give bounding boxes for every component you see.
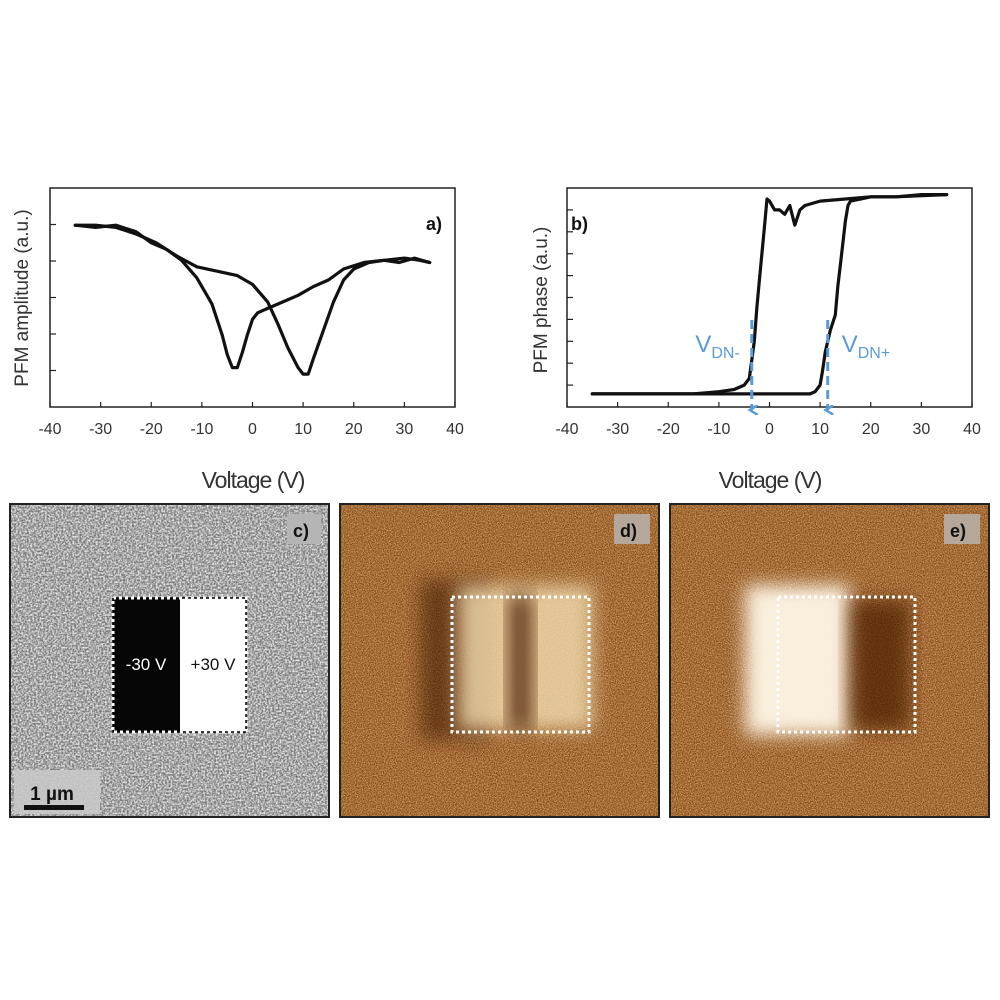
image-c-box-left-region	[113, 598, 180, 732]
x-tick-label: 0	[248, 421, 257, 438]
image-c-topography: c) -30 V +30 V 1 µm	[9, 503, 330, 818]
x-tick-label: 40	[446, 421, 464, 438]
chart-a-series	[73, 223, 432, 376]
chart-b-annotations: VDN- VDN+	[695, 320, 890, 410]
x-tick-label: -10	[190, 421, 213, 438]
chart-a-xlabel: Voltage (V)	[202, 467, 305, 493]
image-d-dark-stripe	[508, 595, 533, 730]
annotation-main: V	[842, 331, 858, 358]
annotation-main: V	[695, 331, 711, 358]
x-tick-label: -40	[555, 421, 578, 438]
x-tick-label: -30	[606, 421, 629, 438]
x-tick-label: 20	[862, 421, 880, 438]
annotation-label: VDN+	[842, 331, 890, 362]
chart-b-frame	[566, 187, 973, 408]
chart-a-panel-label: a)	[426, 214, 442, 234]
image-d-pfm-phase: d)	[339, 503, 660, 818]
series-line-forward-sweep	[590, 193, 949, 396]
x-tick-label: -40	[38, 421, 61, 438]
x-tick-label: 20	[345, 421, 363, 438]
image-e-label-bg	[944, 514, 980, 544]
image-e-panel-label: e)	[950, 521, 966, 541]
series-line-reverse-sweep	[590, 193, 949, 396]
image-d-panel-label: d)	[620, 521, 637, 541]
series-line-reverse-sweep	[73, 223, 432, 376]
image-c-scale-bar-label: 1 µm	[30, 784, 74, 805]
image-e-pfm-phase: e)	[669, 503, 990, 818]
chart-a-amplitude: -40 -30 -20 -10 0 10 20 30 40 a) Voltage (V) PFM…	[12, 187, 464, 493]
x-tick-label: 10	[811, 421, 829, 438]
chart-b-xlabel: Voltage (V)	[719, 467, 822, 493]
image-c-label-bg	[287, 514, 321, 544]
x-tick-label: -20	[657, 421, 680, 438]
series-line-forward-sweep	[73, 223, 432, 370]
x-tick-label: 40	[963, 421, 981, 438]
image-c-box-left-label: -30 V	[126, 655, 167, 674]
image-c-box-right-label: +30 V	[191, 655, 237, 674]
x-tick-label: -20	[140, 421, 163, 438]
chart-a-ticks: -40 -30 -20 -10 0 10 20 30 40	[38, 223, 464, 438]
annotation-sub: DN-	[711, 345, 739, 362]
chart-b-phase: -40 -30 -20 -10 0 10 20 30 40 VDN- VDN+ b) Voltag…	[531, 187, 981, 493]
image-c-dotted-box	[111, 596, 248, 734]
chart-b-ylabel: PFM phase (a.u.)	[531, 227, 552, 374]
image-c-scale-bar	[24, 805, 84, 810]
image-c-box-right-region	[180, 598, 246, 732]
image-d-dotted-box	[450, 595, 591, 734]
x-tick-label: 30	[395, 421, 413, 438]
chart-b-ticks: -40 -30 -20 -10 0 10 20 30 40	[555, 209, 981, 438]
annotation-sub: DN+	[858, 345, 890, 362]
chart-b-series	[590, 193, 949, 396]
image-e-dotted-box	[776, 595, 917, 734]
image-d-label-bg	[614, 514, 650, 544]
x-tick-label: 0	[765, 421, 774, 438]
x-tick-label: -10	[707, 421, 730, 438]
image-e-bright-region	[745, 585, 850, 735]
x-tick-label: 30	[912, 421, 930, 438]
image-c-panel-label: c)	[293, 521, 309, 541]
annotation-label: VDN-	[695, 331, 739, 362]
x-tick-label: 10	[294, 421, 312, 438]
image-c-dotted-box-inner	[112, 597, 247, 733]
image-c-frame	[9, 503, 330, 818]
chart-a-ylabel: PFM amplitude (a.u.)	[12, 209, 33, 386]
chart-a-frame	[49, 187, 456, 408]
chart-b-panel-label: b)	[571, 214, 588, 234]
image-d-frame	[339, 503, 660, 818]
image-e-dark-region	[850, 600, 910, 730]
image-e-frame	[669, 503, 990, 818]
x-tick-label: -30	[89, 421, 112, 438]
